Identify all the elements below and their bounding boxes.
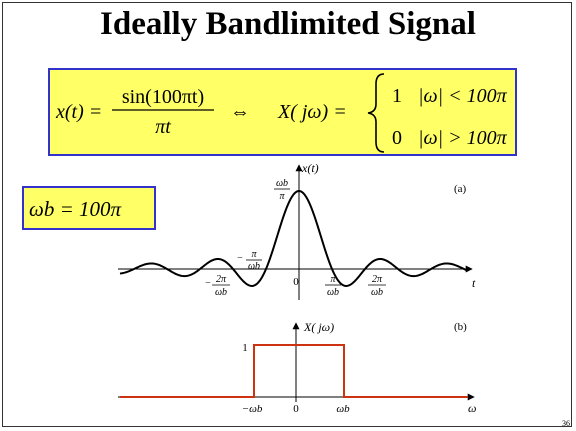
eq-case1-condition: |ω| < 100π — [418, 85, 508, 107]
plot-b-x-label: ω — [468, 401, 476, 415]
eq-case1-value: 1 — [392, 85, 402, 107]
slide-title: Ideally Bandlimited Signal — [100, 6, 476, 42]
svg-text:ωb: ωb — [248, 261, 260, 272]
omega-b-text: ωb = 100π — [29, 197, 121, 221]
eq-numerator: sin(100πt) — [122, 86, 204, 108]
svg-text:2π: 2π — [372, 274, 383, 285]
plot-b-tick-neg: −ωb — [242, 403, 263, 415]
eq-brace — [367, 73, 385, 153]
svg-text:ωb: ωb — [371, 287, 383, 298]
neg-label: − π ωb — [237, 249, 262, 272]
plot-b-label: (b) — [454, 321, 467, 333]
svg-text:−: − — [237, 253, 244, 264]
plot-b: X( jω) 1 (b) −ωb 0 ωb ω — [118, 320, 476, 415]
eq-case2-condition: |ω| > 100π — [418, 127, 508, 149]
sinc-curve — [119, 189, 469, 287]
plot-a-y-label: x(t) — [301, 161, 319, 175]
svg-text:2π: 2π — [216, 274, 227, 285]
eq-equiv-symbol: ⇔ — [230, 101, 250, 123]
omega-b-box — [22, 186, 156, 230]
page-number: 36 — [562, 419, 570, 428]
equation-box — [48, 68, 517, 156]
rect-spectrum — [120, 344, 468, 398]
plot-b-tick-zero: 0 — [293, 403, 299, 415]
svg-text:ωb: ωb — [215, 287, 227, 298]
svg-text:π: π — [251, 249, 257, 260]
svg-text:π: π — [330, 274, 336, 285]
plot-b-tick-pos: ωb — [336, 403, 350, 415]
eq-denominator: πt — [155, 116, 171, 138]
equation: x(t) = sin(100πt) πt ⇔ X( jω) = 1 |ω| < … — [55, 73, 508, 153]
plot-a-tick-neg-2pi: − 2π ωb — [205, 274, 230, 298]
plot-a-label: (a) — [454, 183, 467, 195]
plot-b-level-label: 1 — [242, 342, 248, 354]
svg-text:−: − — [205, 278, 212, 289]
peak-label: ωb π — [274, 178, 290, 202]
plot-a-tick-zero: 0 — [293, 276, 299, 288]
eq-rhs-lhs: X( jω) = — [277, 101, 347, 123]
plot-a-x-label: t — [472, 276, 476, 290]
svg-text:ωb: ωb — [276, 178, 288, 189]
eq-lhs: x(t) = — [55, 101, 102, 123]
svg-text:π: π — [279, 191, 285, 202]
eq-case2-value: 0 — [392, 127, 402, 149]
svg-text:ωb: ωb — [327, 287, 339, 298]
plot-a-tick-pos-2pi: 2π ωb — [368, 274, 386, 298]
plot-a: x(t) t (a) ωb π − π ωb − 2π ωb 0 π ωb — [118, 161, 476, 300]
plot-a-tick-pos-pi: π ωb — [325, 274, 341, 298]
slide-frame — [2, 2, 572, 427]
plot-b-y-label: X( jω) — [303, 320, 334, 334]
